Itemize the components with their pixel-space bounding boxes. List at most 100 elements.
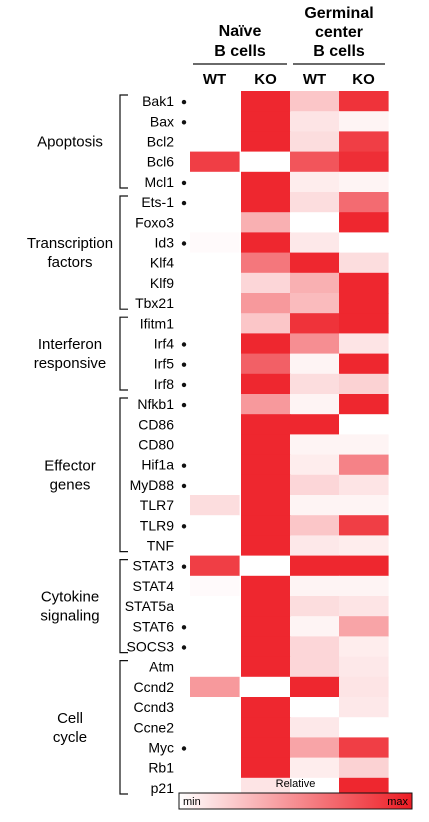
heatmap-cell bbox=[241, 414, 291, 435]
gene-label: Ccnd2 bbox=[134, 679, 175, 695]
gene-label: CD86 bbox=[138, 416, 174, 432]
heatmap-cell bbox=[241, 91, 291, 112]
heatmap-cell bbox=[190, 454, 240, 476]
heatmap-cell bbox=[290, 171, 340, 193]
heatmap-cell bbox=[190, 333, 240, 355]
gene-label: Ccnd3 bbox=[134, 699, 175, 715]
heatmap-cell bbox=[241, 232, 291, 254]
row-group-label: responsive bbox=[34, 355, 107, 372]
heatmap-cell bbox=[290, 474, 340, 496]
heatmap-cell bbox=[290, 535, 340, 557]
heatmap-cell bbox=[290, 717, 340, 738]
legend-gradient-bar bbox=[178, 792, 413, 810]
heatmap-cell bbox=[241, 434, 291, 456]
heatmap-cell bbox=[339, 717, 389, 738]
heatmap-cell bbox=[241, 313, 291, 334]
heatmap-cell bbox=[290, 394, 340, 415]
significance-dot bbox=[181, 645, 187, 650]
row-group-label: Transcription bbox=[27, 235, 113, 252]
heatmap-cell bbox=[339, 414, 389, 435]
heatmap-cell bbox=[290, 434, 340, 456]
heatmap-cell bbox=[190, 434, 240, 456]
gene-label: Mcl1 bbox=[144, 174, 174, 190]
heatmap-cell bbox=[190, 111, 240, 132]
heatmap-cell bbox=[190, 676, 240, 698]
heatmap-cell bbox=[190, 495, 240, 516]
heatmap-cell bbox=[190, 91, 240, 112]
heatmap-cell bbox=[290, 151, 340, 173]
heatmap-cell bbox=[241, 131, 291, 153]
significance-dot bbox=[181, 524, 187, 529]
heatmap-cell bbox=[290, 212, 340, 233]
heatmap-cell bbox=[339, 252, 389, 274]
heatmap-cell bbox=[339, 656, 389, 678]
heatmap-cell bbox=[241, 171, 291, 193]
heatmap-cell bbox=[241, 353, 291, 375]
heatmap-cell bbox=[190, 394, 240, 415]
heatmap-cell bbox=[339, 313, 389, 334]
gene-label: TLR9 bbox=[140, 517, 174, 533]
heatmap-cell bbox=[190, 353, 240, 375]
gene-label: STAT3 bbox=[133, 558, 175, 574]
heatmap-cell bbox=[190, 414, 240, 435]
row-group-bracket bbox=[119, 94, 128, 189]
heatmap-cell bbox=[290, 697, 340, 718]
heatmap-cell bbox=[241, 697, 291, 718]
row-group-label: Interferon bbox=[38, 336, 102, 353]
gene-label: Irf4 bbox=[154, 336, 174, 352]
heatmap-cell bbox=[190, 293, 240, 314]
gene-label: Tbx21 bbox=[135, 295, 174, 311]
heatmap-cell bbox=[339, 575, 389, 597]
heatmap-cell bbox=[241, 636, 291, 658]
heatmap-cell bbox=[190, 192, 240, 213]
row-group-label: Apoptosis bbox=[37, 134, 103, 151]
heatmap-cell bbox=[290, 555, 340, 577]
heatmap-cell bbox=[290, 636, 340, 658]
gene-label: Bcl2 bbox=[147, 134, 174, 150]
heatmap-cell bbox=[290, 272, 340, 294]
gene-label: Bax bbox=[150, 113, 174, 129]
heatmap-cell bbox=[290, 676, 340, 698]
heatmap-cell bbox=[190, 272, 240, 294]
heatmap-cell bbox=[190, 313, 240, 334]
heatmap-cell bbox=[190, 717, 240, 738]
gene-label: Klf9 bbox=[150, 275, 174, 291]
significance-dot bbox=[181, 463, 187, 468]
gene-label: Bcl6 bbox=[147, 154, 174, 170]
heatmap-cell bbox=[241, 151, 291, 173]
heatmap-cell bbox=[190, 232, 240, 254]
heatmap-cell bbox=[290, 575, 340, 597]
heatmap-cell bbox=[241, 575, 291, 597]
heatmap-cell bbox=[339, 192, 389, 213]
heatmap-cell bbox=[339, 212, 389, 233]
heatmap-cell bbox=[241, 272, 291, 294]
heatmap-cell bbox=[290, 596, 340, 617]
significance-dot bbox=[181, 241, 187, 246]
heatmap-cell bbox=[241, 333, 291, 355]
heatmap-cell bbox=[190, 373, 240, 395]
gene-label: Klf4 bbox=[150, 255, 174, 271]
significance-dot bbox=[181, 342, 187, 347]
row-group-label: factors bbox=[47, 254, 92, 271]
heatmap-cell bbox=[190, 535, 240, 557]
heatmap-cell bbox=[290, 333, 340, 355]
heatmap-cell bbox=[190, 737, 240, 759]
heatmap-cell bbox=[290, 252, 340, 274]
row-group-bracket bbox=[119, 660, 128, 795]
heatmap-cell bbox=[241, 495, 291, 516]
heatmap-cell bbox=[290, 192, 340, 213]
heatmap-cell bbox=[339, 111, 389, 132]
heatmap-cell bbox=[339, 636, 389, 658]
heatmap-cell bbox=[339, 91, 389, 112]
heatmap-cell bbox=[339, 293, 389, 314]
heatmap-cell bbox=[241, 737, 291, 759]
significance-dot bbox=[181, 382, 187, 388]
heatmap-cell bbox=[190, 151, 240, 173]
heatmap-cell bbox=[339, 535, 389, 557]
heatmap-cell bbox=[339, 333, 389, 355]
gene-label: Rb1 bbox=[148, 760, 174, 776]
heatmap-cell bbox=[339, 131, 389, 153]
significance-dot bbox=[181, 180, 187, 186]
gene-label: Ccne2 bbox=[134, 719, 175, 735]
